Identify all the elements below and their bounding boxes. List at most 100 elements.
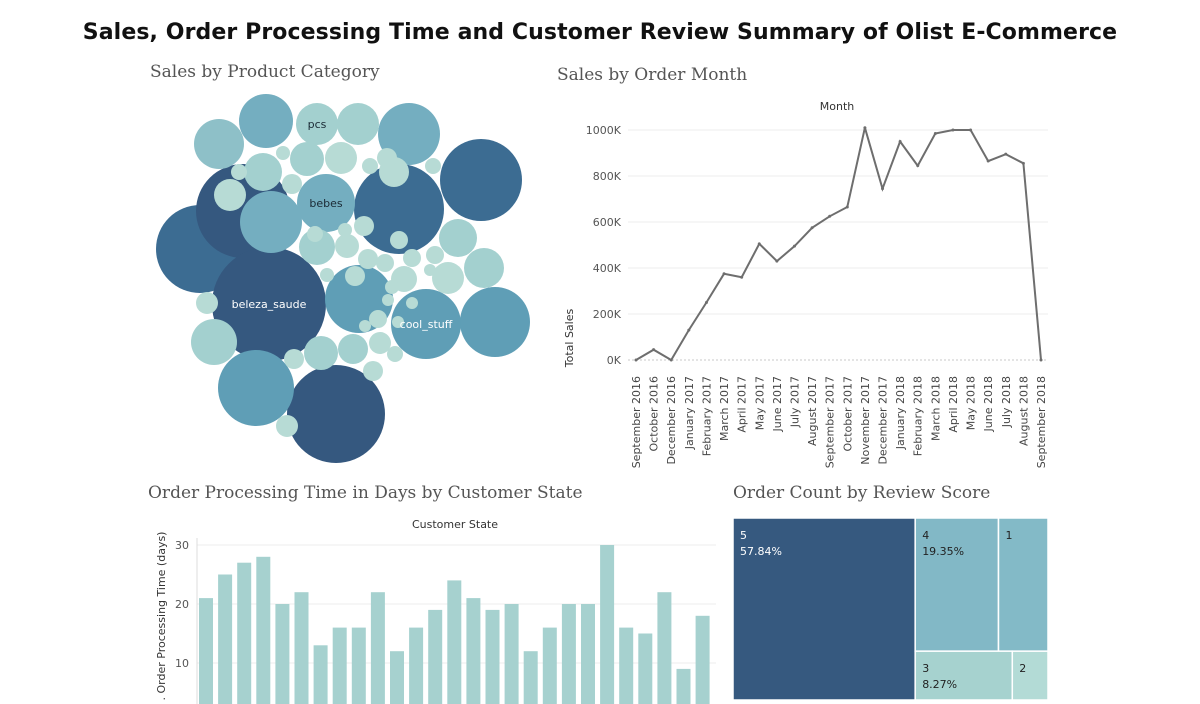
sales-point[interactable]	[740, 275, 744, 279]
sales-point[interactable]	[792, 244, 796, 248]
category-bubble[interactable]	[426, 246, 444, 264]
category-bubble[interactable]	[296, 103, 338, 145]
state-bar[interactable]	[218, 574, 233, 704]
state-bar[interactable]	[294, 592, 309, 704]
sales-point[interactable]	[951, 128, 955, 132]
review-score-tile[interactable]	[914, 650, 1014, 700]
category-bubble[interactable]	[432, 262, 464, 294]
category-bubble[interactable]	[440, 139, 522, 221]
sales-point[interactable]	[933, 131, 937, 135]
category-bubble[interactable]	[194, 119, 244, 169]
category-bubble[interactable]	[284, 349, 304, 369]
category-bubble[interactable]	[460, 287, 530, 357]
sales-point[interactable]	[828, 214, 832, 218]
category-bubble[interactable]	[276, 146, 290, 160]
category-bubble[interactable]	[304, 336, 338, 370]
state-bar[interactable]	[370, 592, 385, 704]
category-bubble[interactable]	[425, 158, 441, 174]
state-bar[interactable]	[600, 545, 615, 704]
state-bar[interactable]	[466, 598, 481, 704]
category-bubble[interactable]	[290, 142, 324, 176]
category-bubble[interactable]	[369, 332, 391, 354]
category-bubble[interactable]	[299, 229, 335, 265]
sales-point[interactable]	[986, 159, 990, 163]
category-bubble[interactable]	[240, 191, 302, 253]
category-bubble[interactable]	[287, 365, 385, 463]
sales-point[interactable]	[845, 205, 849, 209]
category-bubble[interactable]	[369, 310, 387, 328]
category-bubble[interactable]	[362, 158, 378, 174]
sales-point[interactable]	[634, 358, 638, 362]
state-bar[interactable]	[695, 615, 710, 704]
category-bubble[interactable]	[424, 264, 436, 276]
state-bar[interactable]	[581, 604, 595, 704]
category-bubble[interactable]	[403, 249, 421, 267]
state-bar[interactable]	[409, 627, 424, 704]
sales-point[interactable]	[775, 259, 779, 263]
category-bubble[interactable]	[244, 153, 282, 191]
state-bar[interactable]	[351, 627, 366, 704]
category-bubble[interactable]	[345, 266, 365, 286]
sales-point[interactable]	[810, 226, 814, 230]
category-bubble[interactable]	[363, 361, 383, 381]
category-bubble[interactable]	[354, 164, 444, 254]
category-bubble[interactable]	[359, 320, 371, 332]
sales-point[interactable]	[704, 301, 708, 304]
category-bubble[interactable]	[382, 294, 394, 306]
sales-point[interactable]	[722, 272, 726, 276]
state-bar[interactable]	[390, 651, 404, 704]
category-bubble[interactable]	[231, 164, 247, 180]
sales-point[interactable]	[969, 128, 973, 132]
state-bar[interactable]	[447, 580, 462, 704]
sales-point[interactable]	[757, 242, 761, 246]
state-bar[interactable]	[523, 651, 538, 704]
sales-point[interactable]	[669, 358, 673, 362]
sales-point[interactable]	[1021, 161, 1025, 165]
sales-point[interactable]	[898, 140, 902, 143]
sales-point[interactable]	[881, 187, 885, 191]
category-bubble[interactable]	[377, 148, 397, 168]
sales-point[interactable]	[1004, 152, 1008, 156]
category-bubble[interactable]	[354, 216, 374, 236]
category-bubble[interactable]	[191, 319, 237, 365]
sales-point[interactable]	[1039, 358, 1043, 362]
category-bubble[interactable]	[320, 268, 334, 282]
state-bar[interactable]	[428, 609, 443, 704]
state-bar[interactable]	[199, 598, 213, 704]
category-bubble[interactable]	[212, 247, 326, 361]
category-bubble[interactable]	[276, 415, 298, 437]
review-score-tile[interactable]	[1011, 650, 1048, 700]
state-bar[interactable]	[542, 627, 557, 704]
state-bar[interactable]	[504, 604, 519, 704]
state-bar[interactable]	[657, 592, 672, 704]
category-bubble[interactable]	[376, 254, 394, 272]
category-bubble[interactable]	[378, 103, 440, 165]
category-bubble[interactable]	[307, 226, 323, 242]
category-bubble[interactable]	[335, 234, 359, 258]
category-bubble[interactable]	[392, 316, 404, 328]
category-bubble[interactable]	[325, 142, 357, 174]
state-bar[interactable]	[619, 627, 634, 704]
category-bubble[interactable]	[214, 179, 246, 211]
category-bubble[interactable]	[297, 174, 355, 232]
category-bubble[interactable]	[282, 174, 302, 194]
category-bubble[interactable]	[358, 249, 378, 269]
category-bubble[interactable]	[385, 280, 399, 294]
category-bubble[interactable]	[338, 334, 368, 364]
state-bar[interactable]	[313, 645, 328, 704]
review-score-tile[interactable]	[914, 518, 1000, 652]
state-bar[interactable]	[638, 633, 653, 704]
state-bar[interactable]	[256, 556, 271, 704]
category-bubble[interactable]	[337, 103, 379, 145]
category-bubble[interactable]	[439, 219, 477, 257]
state-bar[interactable]	[332, 627, 347, 704]
category-bubble[interactable]	[464, 248, 504, 288]
category-bubble[interactable]	[218, 350, 294, 426]
category-bubble[interactable]	[338, 223, 352, 237]
state-bar[interactable]	[275, 604, 290, 704]
category-bubble[interactable]	[406, 297, 418, 309]
state-bar[interactable]	[485, 609, 500, 704]
state-bar[interactable]	[676, 668, 691, 704]
state-bar[interactable]	[237, 562, 252, 704]
sales-point[interactable]	[687, 328, 691, 332]
